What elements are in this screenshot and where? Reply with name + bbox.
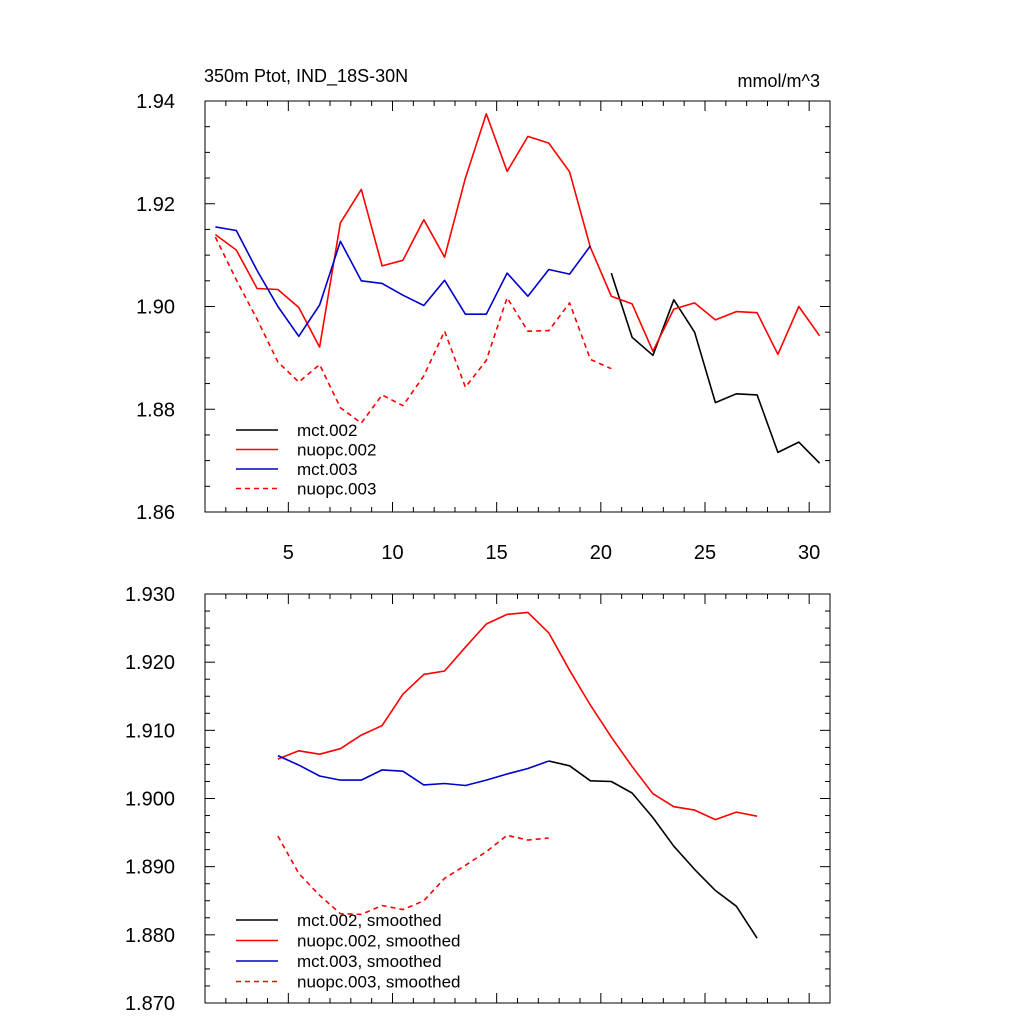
legend-label: nuopc.003 <box>297 480 376 499</box>
series-line-nuopc-002-smoothed <box>277 611 758 821</box>
x-tick-label: 15 <box>486 542 508 564</box>
series-line-nuopc-003 <box>214 236 612 424</box>
legend-label: mct.002, smoothed <box>297 911 442 930</box>
legend-label: mct.002 <box>297 421 357 440</box>
x-tick-label: 5 <box>283 542 294 564</box>
y-tick-label: 1.910 <box>125 720 175 742</box>
y-tick-label: 1.880 <box>125 925 175 947</box>
legend-label: nuopc.002, smoothed <box>297 932 461 951</box>
chart-title: 350m Ptot, IND_18S-30N <box>204 66 408 87</box>
legend-label: mct.003, smoothed <box>297 952 442 971</box>
y-tick-label: 1.920 <box>125 652 175 674</box>
y-tick-label: 1.90 <box>136 297 175 319</box>
top-chart-panel: 350m Ptot, IND_18S-30N mmol/m^3 1.86 1.88… <box>136 66 831 564</box>
y-tick-label: 1.86 <box>136 502 175 524</box>
series-line-mct-002-smoothed <box>548 760 758 939</box>
y-tick-label: 1.870 <box>125 993 175 1015</box>
x-tick-label: 30 <box>798 542 820 564</box>
units-label: mmol/m^3 <box>738 71 820 91</box>
x-tick-label: 25 <box>694 542 716 564</box>
x-tick-label: 10 <box>381 542 403 564</box>
series-line-mct-003 <box>215 226 592 338</box>
legend-label: mct.003 <box>297 460 357 479</box>
legend-label: nuopc.002 <box>297 441 376 460</box>
y-tick-label: 1.88 <box>136 399 175 421</box>
y-tick-label: 1.930 <box>125 584 175 606</box>
y-tick-label: 1.92 <box>136 194 175 216</box>
series-line-mct-003-smoothed <box>277 754 550 787</box>
series-line-nuopc-003-smoothed <box>277 834 549 916</box>
y-tick-label: 1.94 <box>136 91 175 113</box>
y-tick-label: 1.900 <box>125 789 175 811</box>
series-line-mct-002 <box>610 272 821 464</box>
bottom-chart-panel: 1.870 1.880 1.890 1.900 1.910 1.920 1.930 mct.0… <box>125 584 831 1015</box>
y-tick-label: 1.890 <box>125 857 175 879</box>
x-tick-label: 20 <box>590 542 612 564</box>
series-line-nuopc-002 <box>214 113 821 356</box>
legend-label: nuopc.003, smoothed <box>297 973 461 992</box>
